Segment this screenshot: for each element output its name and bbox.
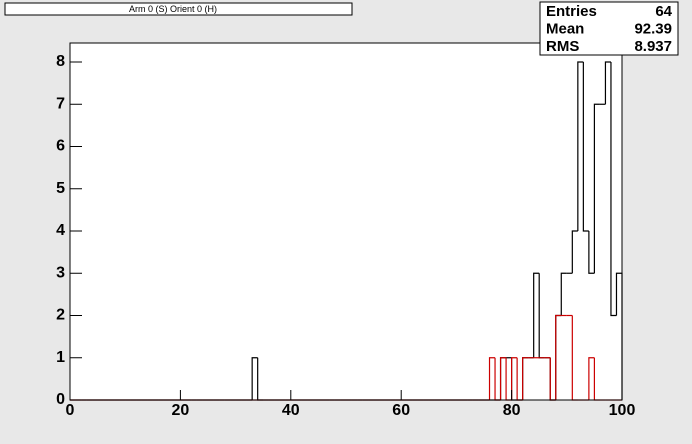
stat-label: Mean xyxy=(546,20,584,37)
histogram-bin xyxy=(511,357,518,400)
y-tick-label: 7 xyxy=(56,95,65,112)
histogram-bin xyxy=(577,61,584,232)
stats-box xyxy=(539,1,679,56)
y-tick-label: 1 xyxy=(56,349,65,366)
stat-value: 8.937 xyxy=(634,38,672,55)
x-tick-label: 0 xyxy=(66,402,75,419)
stat-label: Entries xyxy=(546,3,597,20)
histogram-bin xyxy=(251,357,258,400)
histogram-bin xyxy=(604,61,611,105)
y-tick-label: 2 xyxy=(56,307,65,324)
histogram-bin xyxy=(588,231,595,274)
histogram-bin xyxy=(571,230,578,274)
x-tick-label: 60 xyxy=(392,402,410,419)
y-tick-label: 6 xyxy=(56,138,65,155)
stat-value: 64 xyxy=(655,3,672,20)
y-tick-label: 4 xyxy=(56,222,65,239)
x-tick-label: 100 xyxy=(609,402,636,419)
y-tick-label: 5 xyxy=(56,180,65,197)
histogram-bin xyxy=(533,272,540,358)
histogram-bin xyxy=(522,357,529,400)
stat-value: 92.39 xyxy=(634,20,672,37)
histogram-bin xyxy=(588,357,595,400)
y-tick-label: 3 xyxy=(56,264,65,281)
histogram-bin xyxy=(560,272,567,316)
chart-title: Arm 0 (S) Orient 0 (H) xyxy=(129,4,217,14)
histogram-bin xyxy=(488,357,496,400)
y-tick-label: 8 xyxy=(56,53,65,70)
histogram-bin xyxy=(499,357,507,400)
stat-label: RMS xyxy=(546,38,579,55)
frame xyxy=(70,43,622,400)
histogram-bin xyxy=(610,62,617,317)
x-tick-label: 40 xyxy=(282,402,300,419)
y-tick-label: 0 xyxy=(56,391,65,408)
x-tick-label: 80 xyxy=(503,402,521,419)
title-box xyxy=(4,2,353,16)
x-tick-label: 20 xyxy=(172,402,190,419)
histogram-bin xyxy=(582,62,589,232)
frame-border xyxy=(69,42,623,401)
histogram-bin xyxy=(593,103,600,274)
histogram-bin xyxy=(555,314,562,400)
